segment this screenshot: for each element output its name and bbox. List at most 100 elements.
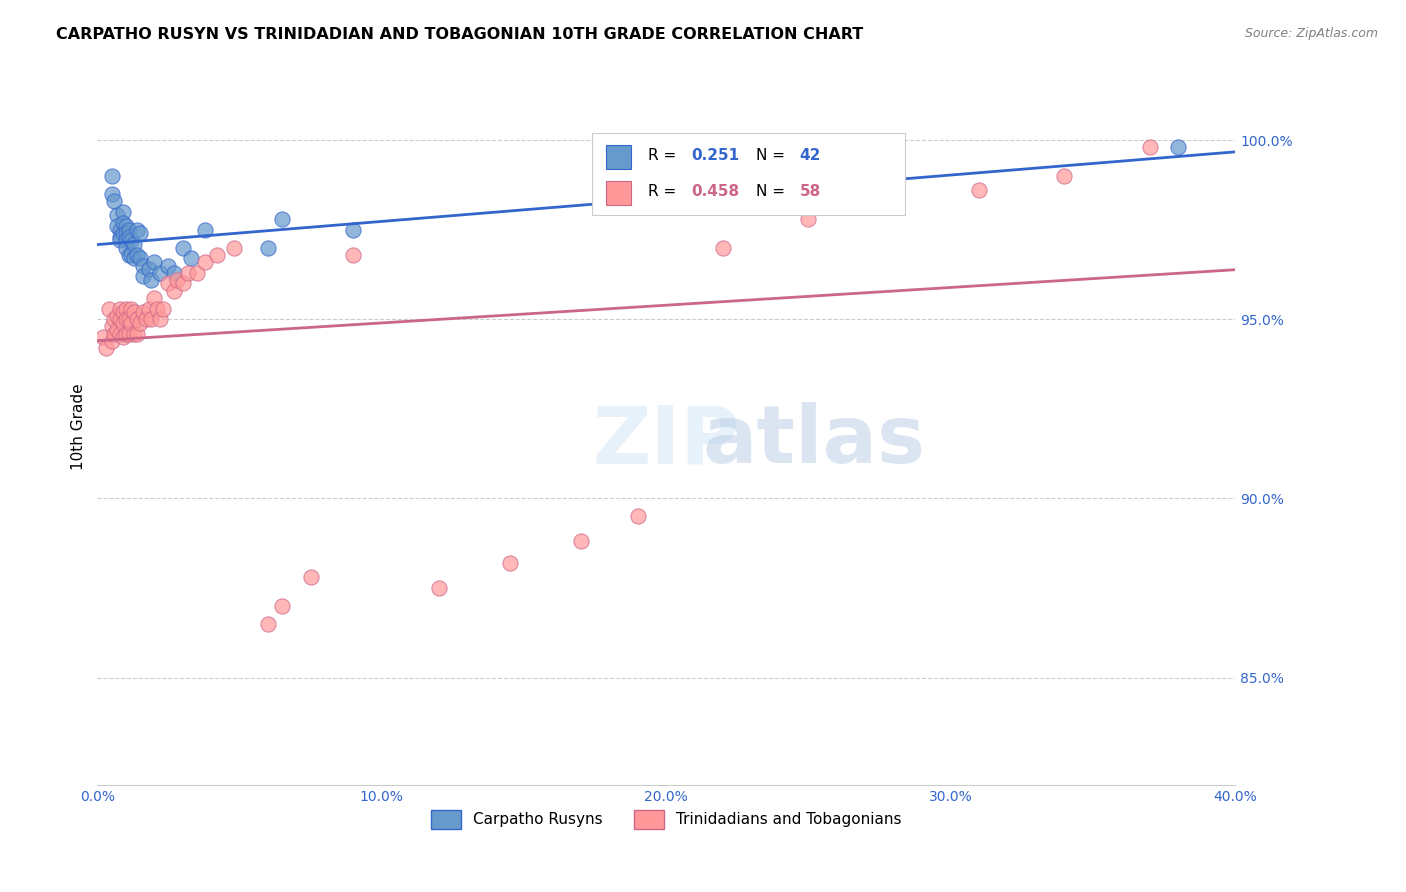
Point [152,301,174,316]
Point [427,581,450,595]
Point [132,259,155,273]
Point [108,326,131,341]
Point [111,330,134,344]
Point [100,169,122,183]
Point [114,301,136,316]
Point [163,266,186,280]
Point [163,284,186,298]
Point [105,219,128,234]
Point [114,227,136,241]
Point [967,183,990,197]
Point [103,312,125,326]
Point [271,212,294,227]
Point [342,248,364,262]
Point [103,326,125,341]
Point [108,234,131,248]
Point [627,509,650,524]
Point [342,223,364,237]
Point [100,319,122,334]
Point [129,227,152,241]
Point [114,234,136,248]
Point [124,326,146,341]
Point [853,169,876,183]
Point [138,262,160,277]
Point [124,237,146,252]
Point [1139,140,1161,154]
Point [108,223,131,237]
Text: Source: ZipAtlas.com: Source: ZipAtlas.com [1244,27,1378,40]
FancyBboxPatch shape [592,133,905,215]
Point [114,326,136,341]
Point [117,326,139,341]
Point [146,301,169,316]
Point [127,223,149,237]
Point [111,316,134,330]
Point [132,269,155,284]
Point [143,291,166,305]
Point [149,266,172,280]
Point [569,534,592,549]
Text: R =: R = [648,148,681,163]
Point [94,341,117,355]
Point [149,312,172,326]
Point [127,326,149,341]
Point [121,234,143,248]
Y-axis label: 10th Grade: 10th Grade [72,384,86,470]
Text: N =: N = [756,148,790,163]
Point [124,252,146,266]
Text: 58: 58 [800,185,821,199]
Point [129,252,152,266]
Text: ZIP: ZIP [592,402,740,480]
Text: atlas: atlas [703,402,925,480]
Point [222,241,245,255]
Point [124,305,146,319]
Point [108,301,131,316]
Point [100,334,122,348]
Point [91,330,114,344]
Point [121,316,143,330]
Point [111,305,134,319]
Point [180,252,202,266]
Point [105,208,128,222]
Point [121,301,143,316]
Point [117,230,139,244]
Text: CARPATHO RUSYN VS TRINIDADIAN AND TOBAGONIAN 10TH GRADE CORRELATION CHART: CARPATHO RUSYN VS TRINIDADIAN AND TOBAGO… [56,27,863,42]
Point [172,277,194,291]
Point [129,316,152,330]
Point [257,241,280,255]
Point [711,241,734,255]
Point [135,312,157,326]
Point [157,259,180,273]
Point [141,273,163,287]
Text: N =: N = [756,185,790,199]
Point [114,312,136,326]
Point [114,219,136,234]
Point [117,312,139,326]
Point [166,273,188,287]
FancyBboxPatch shape [606,145,631,169]
Point [883,197,905,211]
Text: 0.458: 0.458 [692,185,740,199]
Point [205,248,228,262]
Point [108,312,131,326]
Point [117,248,139,262]
Point [499,556,522,570]
Text: 0.251: 0.251 [692,148,740,163]
Point [797,212,820,227]
Point [105,309,128,323]
Point [1167,140,1189,154]
Point [1053,169,1076,183]
Point [141,312,163,326]
Point [111,216,134,230]
Point [121,248,143,262]
Point [132,305,155,319]
Point [138,301,160,316]
Point [177,266,200,280]
Point [194,255,217,269]
Point [117,223,139,237]
Text: R =: R = [648,185,681,199]
Point [127,248,149,262]
Legend: Carpatho Rusyns, Trinidadians and Tobagonians: Carpatho Rusyns, Trinidadians and Tobago… [425,804,908,835]
Point [97,301,120,316]
Point [127,312,149,326]
